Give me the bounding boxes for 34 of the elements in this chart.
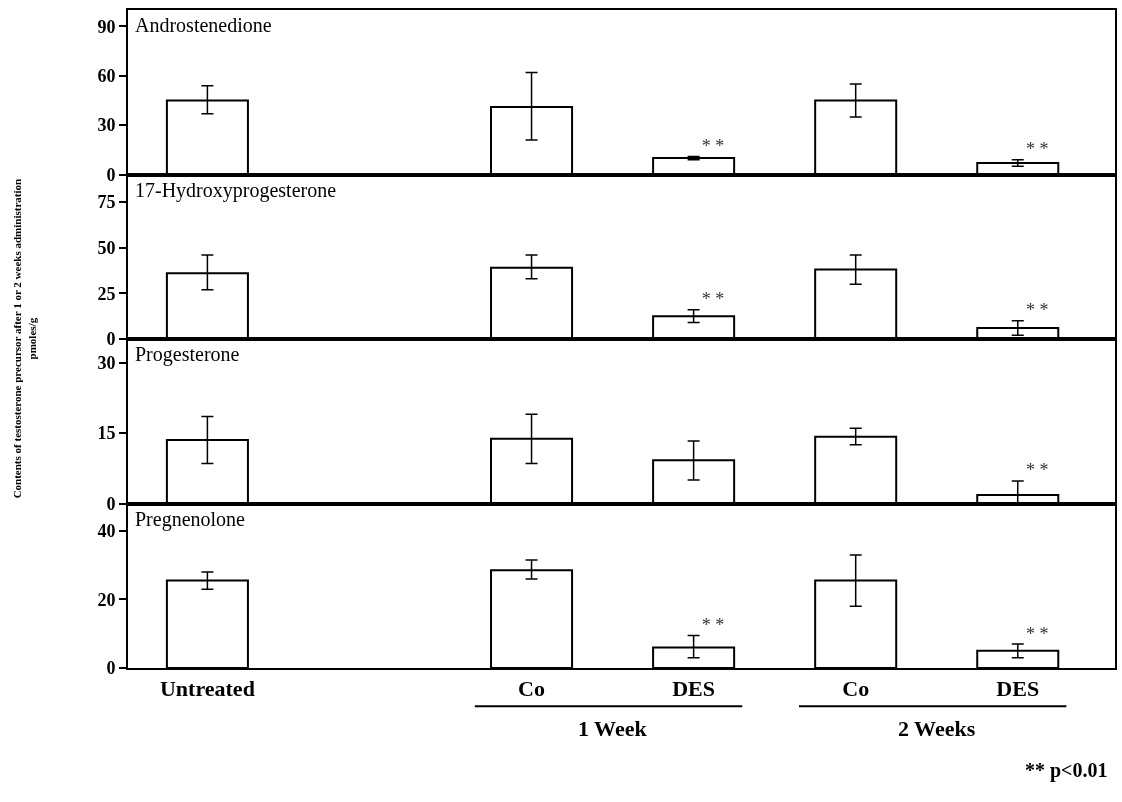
y-tick-label: 0 — [106, 329, 116, 350]
text: ** p<0.01 — [1025, 759, 1108, 782]
x-tick-label: DES — [672, 676, 716, 702]
chart-title: Progesterone — [135, 343, 240, 366]
y-tick-label: 0 — [106, 164, 116, 185]
data-label: * * — [1025, 460, 1049, 481]
data-label: * * — [1025, 623, 1049, 644]
data-label: * * — [701, 614, 725, 635]
x-tick-label: Co — [518, 676, 545, 702]
y-tick-label: 50 — [97, 237, 116, 258]
y-tick-label: 90 — [97, 16, 116, 37]
y-tick-label: 30 — [97, 352, 116, 373]
data-label: * * — [1025, 300, 1049, 321]
y-tick-label: 25 — [97, 283, 116, 304]
x-tick-label: Untreated — [159, 676, 255, 702]
data-label: * * — [701, 289, 725, 310]
chart-title: 17-Hydroxyprogesterone — [135, 179, 337, 202]
data-label: * * — [1025, 139, 1049, 160]
y-tick-label: 30 — [97, 115, 116, 136]
y-tick-label: 20 — [97, 589, 116, 610]
y-tick-label: 40 — [97, 521, 116, 542]
chart-title: Androstenedione — [135, 14, 272, 36]
x-tick-label: DES — [996, 676, 1040, 702]
data-label: * * — [701, 135, 725, 156]
y-tick-label: 75 — [97, 192, 116, 213]
y-tick-label: 15 — [97, 423, 116, 444]
x-tick-label: Co — [842, 676, 870, 702]
y-tick-label: 0 — [106, 658, 116, 679]
text: 1 Week — [578, 716, 648, 741]
y-tick-label: 0 — [106, 493, 116, 514]
y-tick-label: 60 — [97, 66, 116, 87]
text: 2 Weeks — [898, 716, 976, 741]
y-axis-title: Contents of testosterone precursor after 1 or 2 weeks administration pmoles/g — [11, 178, 38, 499]
chart-title: Pregnenolone — [135, 508, 246, 531]
